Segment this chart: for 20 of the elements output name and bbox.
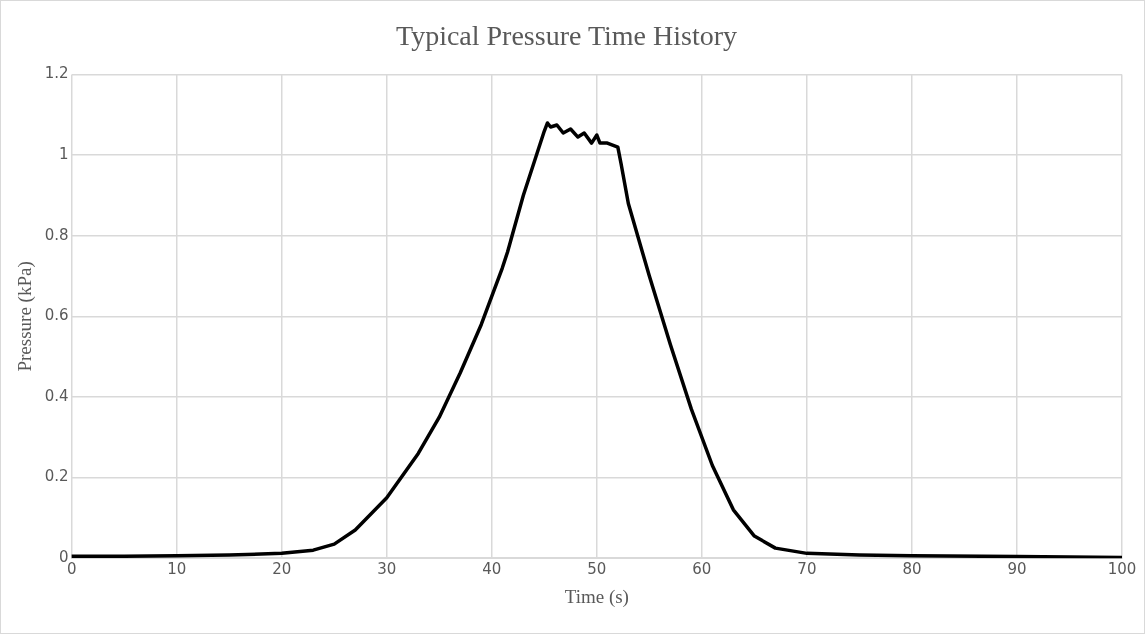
y-tick-label: 0 <box>59 548 69 567</box>
chart-title: Typical Pressure Time History <box>395 20 738 52</box>
y-tick-label: 0.4 <box>44 386 69 405</box>
x-tick-label: 60 <box>692 560 712 579</box>
x-tick-label: 90 <box>1007 560 1027 579</box>
y-axis-title: Pressure (kPa) <box>14 261 37 372</box>
y-tick-label: 0.6 <box>44 306 69 325</box>
y-tick-label: 1 <box>59 145 69 164</box>
x-axis-title: Time (s) <box>564 585 629 608</box>
x-tick-label: 50 <box>587 560 607 579</box>
x-tick-label: 10 <box>167 560 187 579</box>
x-tick-label: 70 <box>797 560 817 579</box>
x-tick-label: 100 <box>1107 560 1137 579</box>
y-tick-label: 0.2 <box>44 467 69 486</box>
y-tick-label: 0.8 <box>44 225 69 244</box>
y-tick-label: 1.2 <box>44 64 69 83</box>
x-tick-label: 20 <box>272 560 292 579</box>
x-tick-label: 80 <box>902 560 922 579</box>
x-tick-label: 40 <box>482 560 502 579</box>
x-tick-label: 30 <box>377 560 397 579</box>
